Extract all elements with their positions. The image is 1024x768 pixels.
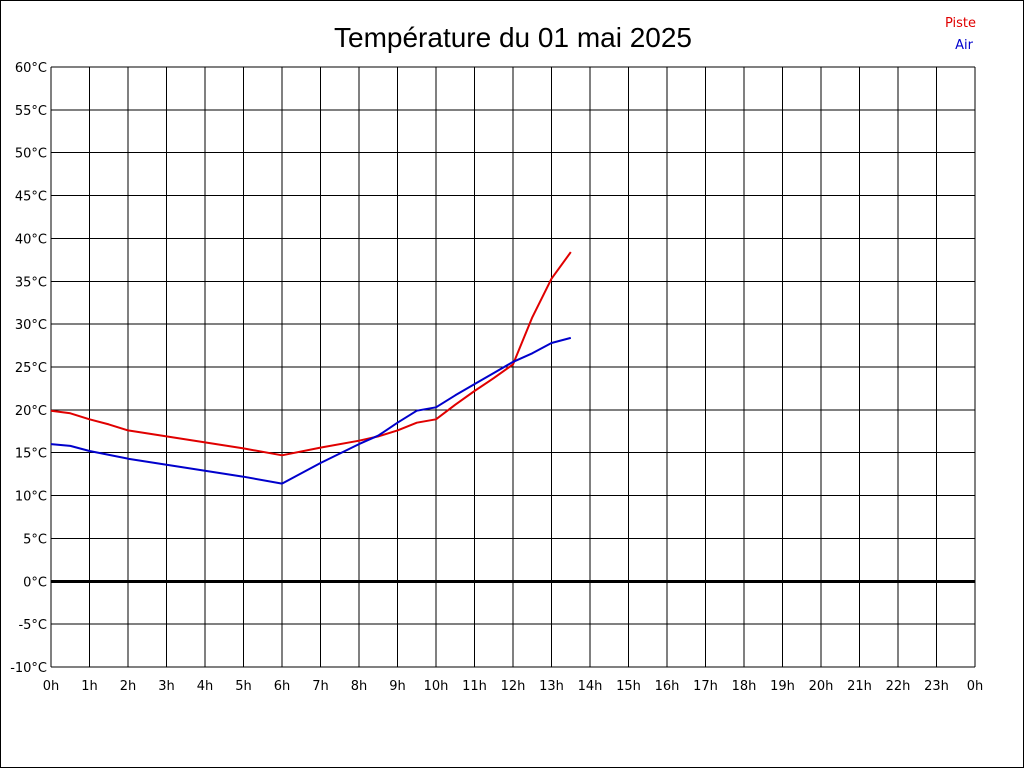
x-tick-label: 13h [539, 679, 564, 694]
x-tick-label: 4h [197, 679, 214, 694]
x-tick-label: 0h [967, 679, 984, 694]
x-tick-label: 17h [693, 679, 718, 694]
chart-title: Température du 01 mai 2025 [334, 22, 692, 53]
y-tick-label: 25°C [15, 361, 47, 376]
y-tick-label: -10°C [10, 661, 47, 676]
y-tick-label: 50°C [15, 147, 47, 162]
y-tick-label: 55°C [15, 104, 47, 119]
x-tick-label: 15h [616, 679, 641, 694]
y-tick-label: 0°C [23, 575, 47, 590]
x-tick-label: 22h [886, 679, 911, 694]
x-tick-label: 0h [43, 679, 60, 694]
x-tick-label: 12h [501, 679, 526, 694]
series-lines [50, 251, 572, 485]
x-tick-label: 10h [424, 679, 449, 694]
grid [50, 66, 976, 668]
x-tick-label: 16h [655, 679, 680, 694]
y-tick-label: 15°C [15, 447, 47, 462]
y-tick-label: 10°C [15, 490, 47, 505]
x-tick-label: 7h [312, 679, 329, 694]
x-tick-label: 6h [274, 679, 291, 694]
series-line-piste [50, 251, 572, 457]
x-tick-label: 21h [847, 679, 872, 694]
x-tick-label: 23h [924, 679, 949, 694]
y-tick-label: 35°C [15, 275, 47, 290]
x-tick-label: 2h [120, 679, 137, 694]
y-tick-label: -5°C [18, 618, 47, 633]
x-tick-label: 1h [81, 679, 98, 694]
x-tick-label: 19h [770, 679, 795, 694]
y-tick-label: 40°C [15, 232, 47, 247]
y-tick-label: 30°C [15, 318, 47, 333]
x-tick-label: 9h [389, 679, 406, 694]
series-line-air [50, 336, 572, 485]
y-tick-label: 60°C [15, 61, 47, 76]
legend-piste: Piste [945, 16, 976, 31]
y-tick-label: 20°C [15, 404, 47, 419]
x-tick-label: 5h [235, 679, 252, 694]
x-tick-label: 3h [158, 679, 175, 694]
x-tick-label: 20h [809, 679, 834, 694]
x-tick-label: 11h [462, 679, 487, 694]
legend-air: Air [955, 38, 974, 53]
x-tick-label: 14h [578, 679, 603, 694]
y-axis-ticks: 60°C 55°C 50°C 45°C 40°C 35°C 30°C 25°C 20°C 15°C… [10, 61, 47, 676]
x-tick-label: 8h [351, 679, 368, 694]
y-tick-label: 5°C [23, 532, 47, 547]
x-tick-label: 18h [732, 679, 757, 694]
x-axis-ticks: 0h 1h 2h 3h 4h 5h 6h 7h 8h 9h 10h 11h 12h 13h 14h 15h 16… [43, 679, 984, 694]
y-tick-label: 45°C [15, 190, 47, 205]
